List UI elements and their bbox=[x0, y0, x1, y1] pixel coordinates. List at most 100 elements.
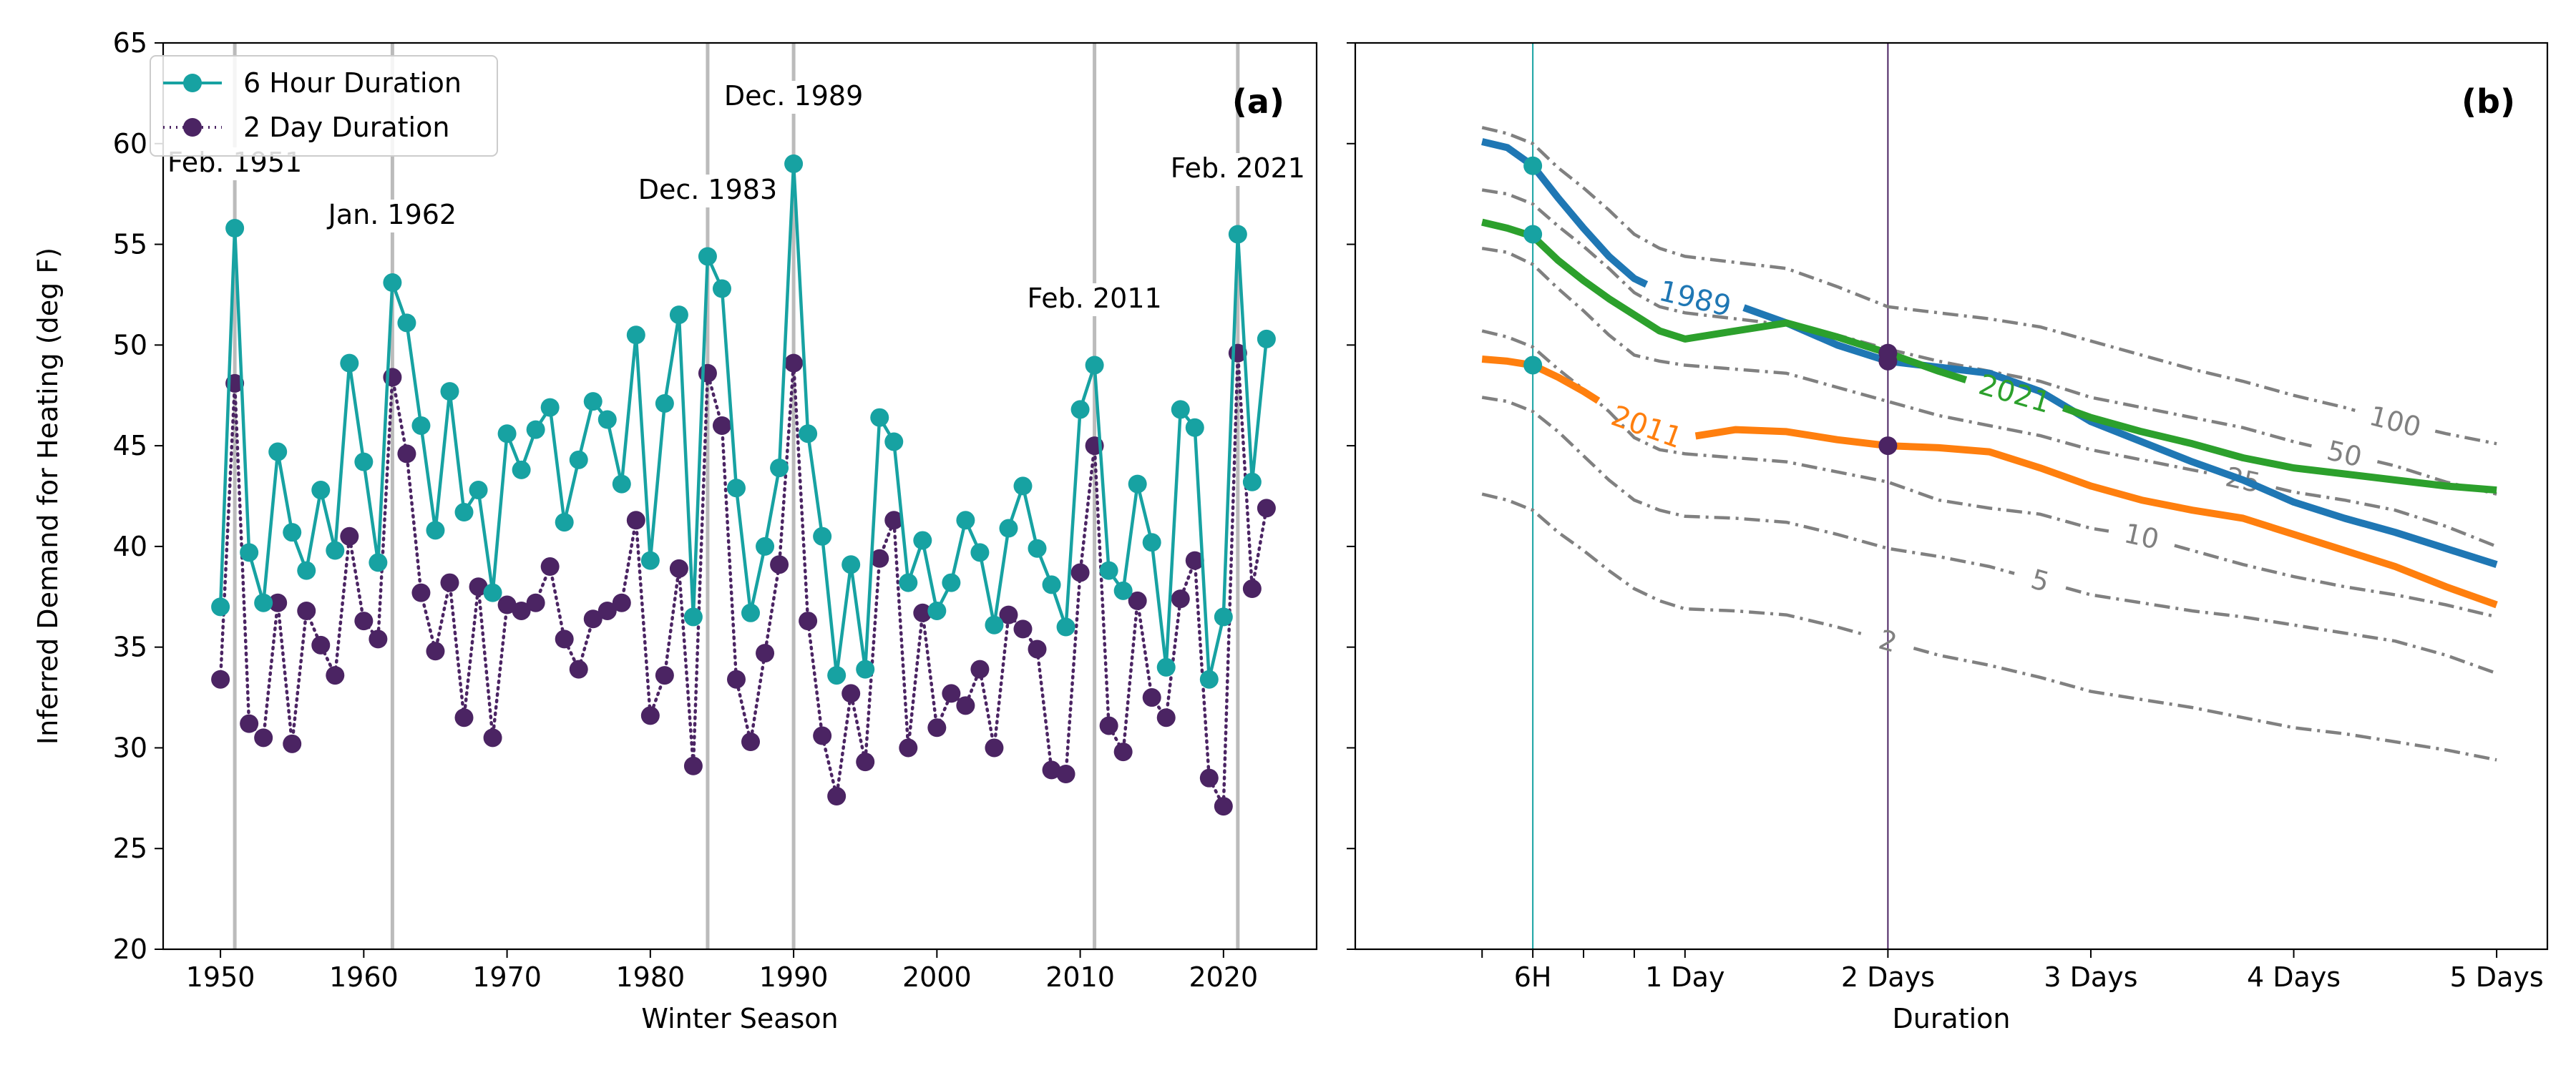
x-axis-ticks: 1950 1960 1970 1980 1990 2000 2010 2020 bbox=[186, 949, 1258, 993]
point-6h bbox=[1128, 474, 1147, 494]
year-curve-1989 bbox=[1742, 304, 2498, 568]
point-6h bbox=[268, 442, 288, 461]
x-tick-label: 5 Days bbox=[2450, 961, 2544, 993]
point-2d bbox=[268, 593, 288, 612]
point-2d bbox=[999, 605, 1018, 624]
point-6h bbox=[469, 481, 488, 500]
point-6h bbox=[942, 573, 961, 592]
point-6h bbox=[1056, 617, 1075, 637]
point-6h bbox=[813, 526, 832, 546]
point-2d bbox=[870, 549, 889, 568]
y-tick-label: 25 bbox=[113, 833, 147, 864]
point-2d bbox=[1156, 708, 1176, 727]
legend-marker-6h bbox=[183, 74, 202, 92]
point-2d bbox=[856, 753, 875, 772]
point-6h bbox=[426, 521, 445, 540]
point-2d bbox=[655, 666, 674, 685]
point-2d bbox=[369, 629, 388, 649]
legend: 6 Hour Duration 2 Day Duration bbox=[150, 55, 498, 157]
point-6h bbox=[454, 503, 474, 522]
point-6h bbox=[1042, 575, 1061, 594]
event-label: Feb. 2021 bbox=[1171, 152, 1305, 184]
point-2d bbox=[340, 526, 359, 546]
point-6h bbox=[569, 450, 588, 469]
point-6h bbox=[440, 382, 459, 401]
point-2d bbox=[297, 601, 316, 620]
point-6h bbox=[698, 247, 717, 266]
return-period-curve bbox=[1913, 647, 2497, 762]
point-6h bbox=[283, 523, 302, 542]
panel-label: (b) bbox=[2462, 82, 2515, 121]
point-2d bbox=[827, 787, 847, 806]
point-6h bbox=[297, 561, 316, 580]
point-6h bbox=[1070, 400, 1090, 419]
point-2d bbox=[1142, 688, 1161, 707]
point-2d bbox=[913, 603, 932, 622]
point-6h bbox=[597, 410, 617, 429]
point-2d bbox=[626, 511, 645, 530]
point-6h bbox=[397, 313, 416, 333]
event-label: Jan. 1962 bbox=[327, 199, 457, 230]
y-axis-ticks bbox=[1347, 42, 1355, 950]
point-2d bbox=[1042, 760, 1061, 780]
point-2d bbox=[1013, 619, 1033, 639]
point-6h bbox=[369, 553, 388, 572]
point-6h bbox=[985, 615, 1004, 635]
x-tick-label: 1970 bbox=[472, 961, 542, 993]
point-2d bbox=[741, 732, 761, 751]
x-tick-label: 2020 bbox=[1189, 961, 1258, 993]
point-2d bbox=[240, 714, 259, 733]
point-2d bbox=[612, 593, 631, 612]
point-2d bbox=[799, 612, 818, 631]
point-2d bbox=[469, 577, 488, 597]
point-2d bbox=[354, 612, 374, 631]
point-2d bbox=[1113, 743, 1133, 762]
point-2d bbox=[440, 573, 459, 592]
point-6h bbox=[1156, 657, 1176, 677]
point-6h bbox=[1199, 670, 1219, 689]
x-tick-label: 2 Days bbox=[1841, 961, 1935, 993]
y-tick-label: 50 bbox=[113, 329, 147, 361]
point-6h bbox=[411, 416, 431, 435]
point-2d bbox=[1171, 589, 1190, 609]
y-tick-label: 35 bbox=[113, 632, 147, 663]
point-6h bbox=[770, 459, 789, 478]
point-2d bbox=[841, 684, 861, 703]
point-6h bbox=[225, 219, 245, 238]
event-label-bg bbox=[1166, 153, 1309, 186]
point-6h bbox=[1099, 561, 1118, 580]
point-6h bbox=[669, 305, 688, 325]
point-6h bbox=[827, 666, 847, 685]
point-6h bbox=[340, 353, 359, 373]
point-2d bbox=[254, 728, 273, 748]
x-tick-label: 6H bbox=[1514, 961, 1552, 993]
point-6h bbox=[655, 393, 674, 413]
point-6h bbox=[612, 474, 631, 494]
point-6h bbox=[326, 541, 345, 560]
point-6h bbox=[1085, 356, 1104, 375]
point-2d bbox=[770, 555, 789, 574]
point-2d bbox=[899, 738, 918, 758]
duration-marker bbox=[1878, 436, 1898, 456]
x-tick-label: 3 Days bbox=[2044, 961, 2137, 993]
x-tick-label: 1 Day bbox=[1645, 961, 1724, 993]
point-2d bbox=[784, 353, 804, 373]
x-axis-ticks: 6H 1 Day 2 Days 3 Days 4 Days 5 Days bbox=[1481, 949, 2544, 993]
point-2d bbox=[211, 670, 230, 689]
event-label: Dec. 1983 bbox=[638, 174, 777, 205]
point-6h bbox=[999, 519, 1018, 538]
series-layer bbox=[211, 154, 1276, 816]
point-2d bbox=[540, 557, 560, 577]
return-period-curve bbox=[1481, 396, 2015, 575]
point-2d bbox=[1056, 765, 1075, 784]
point-2d bbox=[583, 609, 602, 629]
x-tick-label: 1990 bbox=[759, 961, 829, 993]
return-period-curve bbox=[2275, 486, 2497, 548]
event-label-bg bbox=[633, 175, 782, 207]
event-label: Feb. 2011 bbox=[1028, 283, 1162, 314]
year-curve-2011 bbox=[1694, 426, 2498, 609]
x-tick-label: 1960 bbox=[329, 961, 399, 993]
point-6h bbox=[956, 511, 975, 530]
